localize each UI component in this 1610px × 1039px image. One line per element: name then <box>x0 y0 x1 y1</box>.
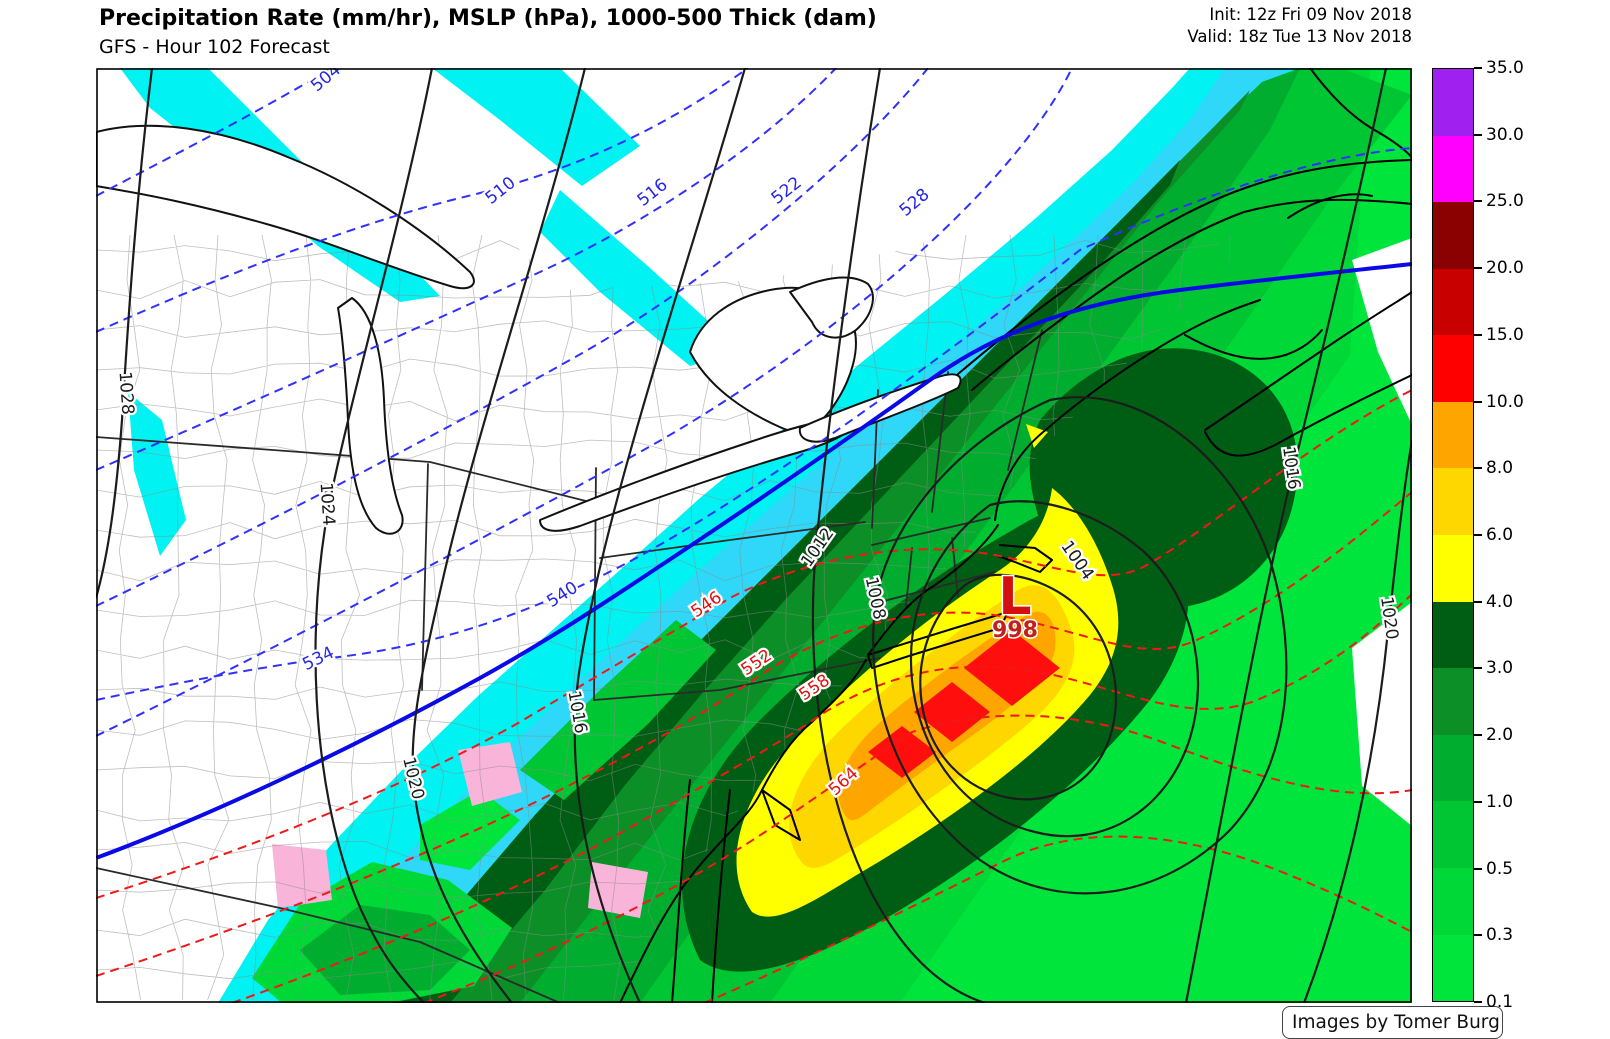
map-title: Precipitation Rate (mm/hr), MSLP (hPa), … <box>99 6 877 31</box>
colorbar-tick-label-4.0: 4.0 <box>1486 592 1513 612</box>
colorbar-segment-0.3-0.5 <box>1433 868 1473 935</box>
thickness-label-540: 540 <box>543 578 581 612</box>
colorbar-tick-label-20.0: 20.0 <box>1486 258 1524 278</box>
colorbar-tick-label-8.0: 8.0 <box>1486 458 1513 478</box>
colorbar-tick-label-1.0: 1.0 <box>1486 792 1513 812</box>
watermark: Images by Tomer Burg <box>1282 1006 1503 1039</box>
low-pressure-marker: L 998 <box>992 567 1038 643</box>
colorbar-tick <box>1474 667 1482 669</box>
colorbar-tick-label-0.5: 0.5 <box>1486 859 1513 879</box>
thickness-label-522: 522 <box>768 173 806 209</box>
colorbar-segment-0.1-0.3 <box>1433 935 1473 1002</box>
colorbar-tick-label-0.3: 0.3 <box>1486 925 1513 945</box>
weather-map-page: { "header": { "title": "Precipitation Ra… <box>0 0 1610 1035</box>
colorbar-segment-6.0-8.0 <box>1433 468 1473 535</box>
thickness-label-534: 534 <box>299 643 337 675</box>
colorbar-tick <box>1474 868 1482 870</box>
colorbar-tick <box>1474 734 1482 736</box>
init-time: Init: 12z Fri 09 Nov 2018 <box>1187 4 1412 26</box>
colorbar-segment-1.0-2.0 <box>1433 735 1473 802</box>
colorbar-tick-label-15.0: 15.0 <box>1486 325 1524 345</box>
colorbar-tick <box>1474 67 1482 69</box>
colorbar-segment-2.0-3.0 <box>1433 668 1473 735</box>
map-canvas: 504 510 516 522 528 534 540 546 552 558 … <box>96 68 1412 1003</box>
colorbar-segment-8.0-10.0 <box>1433 402 1473 469</box>
colorbar-tick <box>1474 1001 1482 1003</box>
colorbar-tick <box>1474 134 1482 136</box>
thickness-label-510: 510 <box>482 173 520 209</box>
colorbar-tick <box>1474 534 1482 536</box>
colorbar-tick-label-2.0: 2.0 <box>1486 725 1513 745</box>
colorbar-tick <box>1474 601 1482 603</box>
low-pressure-value: 998 <box>992 618 1038 643</box>
colorbar-tick-label-30.0: 30.0 <box>1486 125 1524 145</box>
thickness-label-516: 516 <box>634 175 672 211</box>
colorbar-tick <box>1474 200 1482 202</box>
mslp-label-1024: 1024 <box>316 482 339 527</box>
colorbar-tick-label-0.1: 0.1 <box>1486 992 1513 1012</box>
colorbar-tick-label-6.0: 6.0 <box>1486 525 1513 545</box>
thickness-label-504: 504 <box>307 68 345 96</box>
precip-rate-colorbar <box>1432 68 1474 1002</box>
colorbar-tick <box>1474 267 1482 269</box>
colorbar-segment-4.0-6.0 <box>1433 535 1473 602</box>
colorbar-segment-20.0-25.0 <box>1433 202 1473 269</box>
colorbar-tick-label-10.0: 10.0 <box>1486 392 1524 412</box>
colorbar-segment-0.5-1.0 <box>1433 801 1473 868</box>
mslp-label-1028: 1028 <box>115 371 138 416</box>
colorbar-tick <box>1474 401 1482 403</box>
colorbar-tick-label-35.0: 35.0 <box>1486 58 1524 78</box>
colorbar-tick-label-25.0: 25.0 <box>1486 191 1524 211</box>
model-hour-subtitle: GFS - Hour 102 Forecast <box>99 36 330 58</box>
colorbar-tick <box>1474 934 1482 936</box>
colorbar-tick-label-3.0: 3.0 <box>1486 658 1513 678</box>
colorbar-tick <box>1474 801 1482 803</box>
colorbar-segment-3.0-4.0 <box>1433 602 1473 669</box>
thickness-label-528: 528 <box>896 185 934 221</box>
colorbar-segment-10.0-15.0 <box>1433 335 1473 402</box>
init-valid-block: Init: 12z Fri 09 Nov 2018 Valid: 18z Tue… <box>1187 4 1412 48</box>
colorbar-tick <box>1474 334 1482 336</box>
colorbar-segment-30.0-35.0 <box>1433 69 1473 136</box>
forecast-map: 504 510 516 522 528 534 540 546 552 558 … <box>96 68 1412 1003</box>
watermark-text: Images by Tomer Burg <box>1292 1012 1500 1033</box>
colorbar-segment-25.0-30.0 <box>1433 136 1473 203</box>
colorbar-tick <box>1474 467 1482 469</box>
valid-time: Valid: 18z Tue 13 Nov 2018 <box>1187 26 1412 48</box>
colorbar-segment-15.0-20.0 <box>1433 269 1473 336</box>
